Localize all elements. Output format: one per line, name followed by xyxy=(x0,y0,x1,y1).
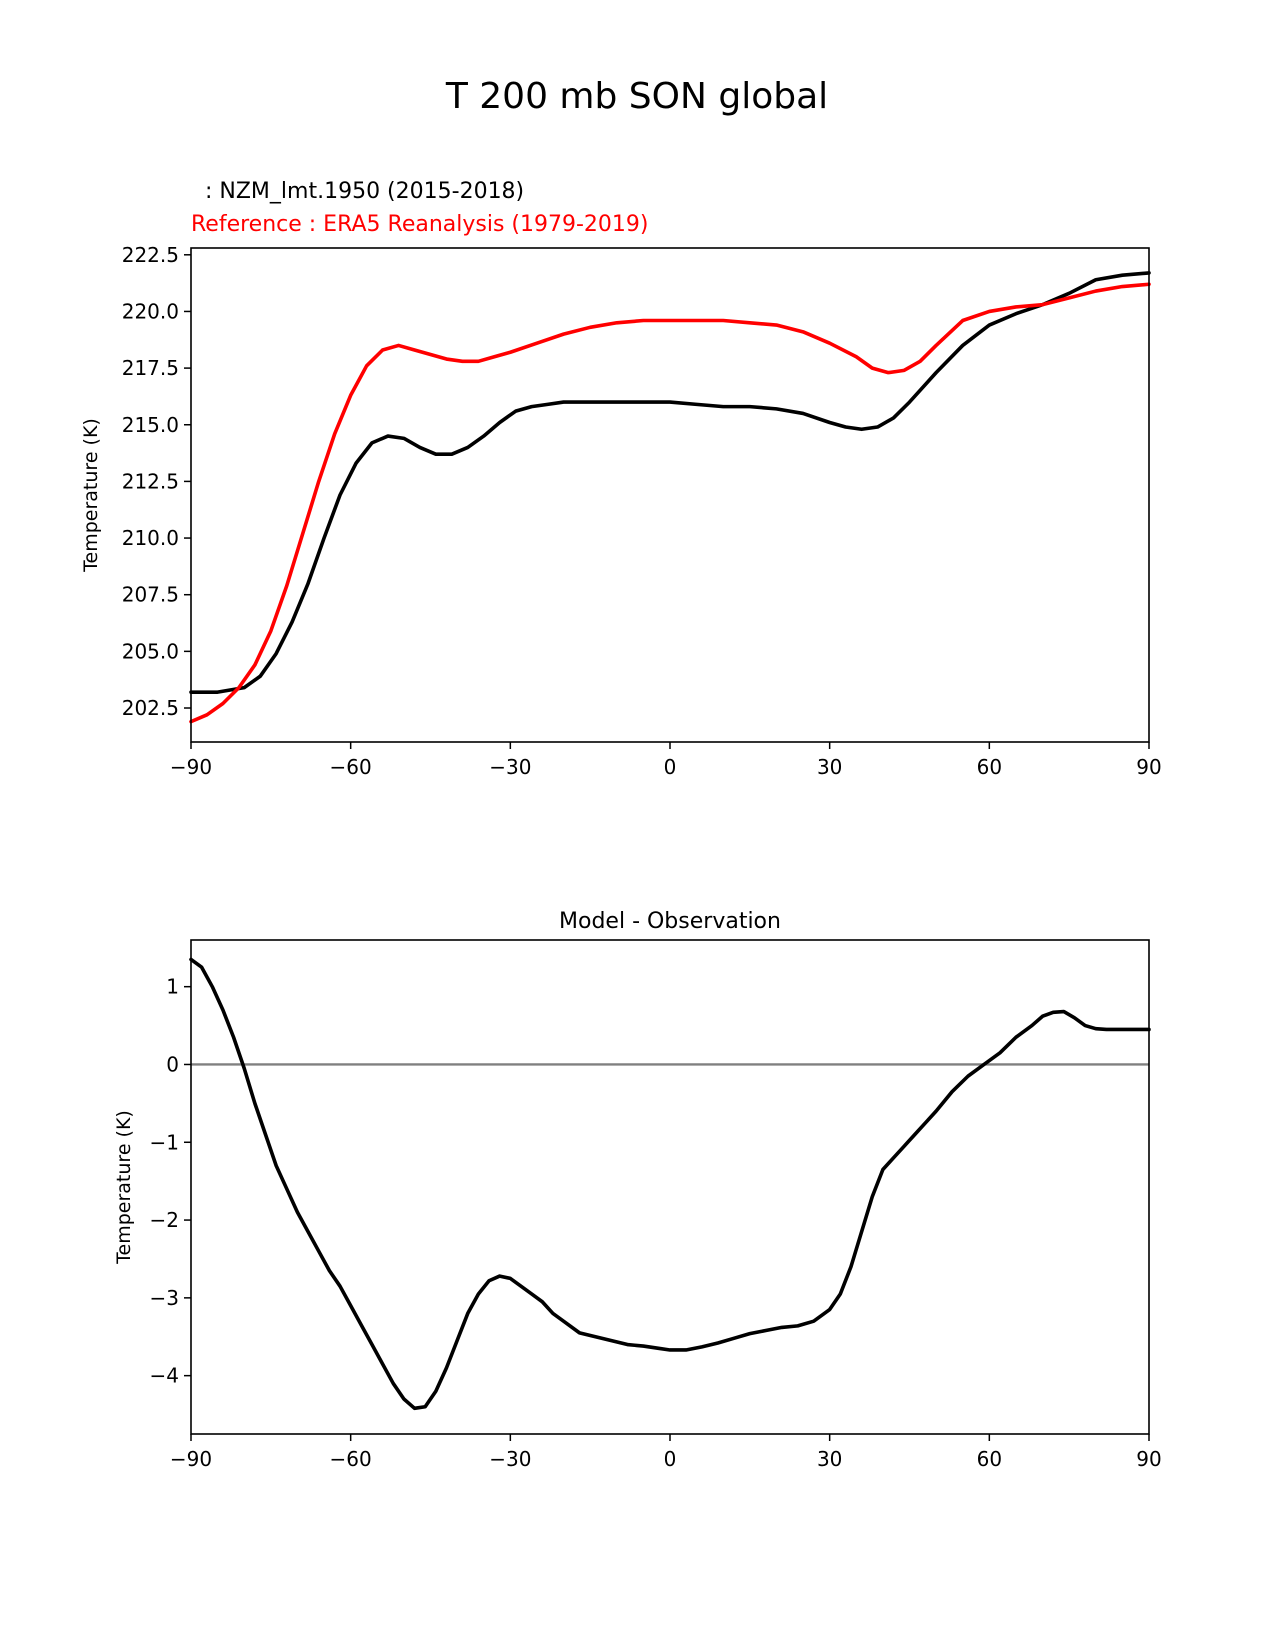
y-tick-label: 205.0 xyxy=(122,639,179,663)
y-axis-label: Temperature (K) xyxy=(80,418,102,573)
y-tick-label: 220.0 xyxy=(122,299,179,323)
x-tick-label: 30 xyxy=(817,755,842,779)
y-tick-label: −2 xyxy=(150,1208,179,1232)
x-tick-label: −90 xyxy=(170,1447,212,1471)
x-tick-label: −30 xyxy=(489,755,531,779)
figure-title: T 200 mb SON global xyxy=(445,76,828,117)
x-tick-label: 60 xyxy=(977,755,1002,779)
x-tick-label: 0 xyxy=(664,755,677,779)
y-tick-label: 1 xyxy=(166,975,179,999)
y-tick-label: 217.5 xyxy=(122,356,179,380)
y-tick-label: −4 xyxy=(150,1364,179,1388)
test-label: : NZM_lmt.1950 (2015-2018) xyxy=(205,179,524,204)
series-line-reference xyxy=(189,282,1151,724)
bottom-panel: Model - Observation −90 −60 −30 0 30 60 90−4−3… xyxy=(113,909,1162,1471)
x-tick-label: −90 xyxy=(170,755,212,779)
x-tick-label: −60 xyxy=(330,1447,372,1471)
x-tick-label: 0 xyxy=(664,1447,677,1471)
y-tick-label: 212.5 xyxy=(122,469,179,493)
x-tick-label: 60 xyxy=(977,1447,1002,1471)
x-tick-label: 90 xyxy=(1136,1447,1161,1471)
axes-frame xyxy=(190,939,1150,1435)
x-tick-label: 90 xyxy=(1136,755,1161,779)
x-tick-label: −60 xyxy=(330,755,372,779)
difference-title: Model - Observation xyxy=(559,909,781,934)
y-tick-label: 0 xyxy=(166,1052,179,1076)
y-tick-label: 210.0 xyxy=(122,526,179,550)
y-tick-label: 222.5 xyxy=(122,243,179,267)
y-tick-label: 215.0 xyxy=(122,413,179,437)
y-tick-label: 202.5 xyxy=(122,696,179,720)
series-line-model xyxy=(189,957,1151,1411)
y-tick-label: −3 xyxy=(150,1286,179,1310)
x-tick-label: −30 xyxy=(489,1447,531,1471)
x-tick-label: 30 xyxy=(817,1447,842,1471)
top-panel: : NZM_lmt.1950 (2015-2018) Reference : E… xyxy=(80,179,1162,779)
y-tick-label: 207.5 xyxy=(122,583,179,607)
y-axis-label: Temperature (K) xyxy=(113,1110,135,1265)
series-line-model xyxy=(189,271,1151,694)
y-tick-label: −1 xyxy=(150,1130,179,1154)
reference-label: Reference : ERA5 Reanalysis (1979-2019) xyxy=(191,212,649,237)
